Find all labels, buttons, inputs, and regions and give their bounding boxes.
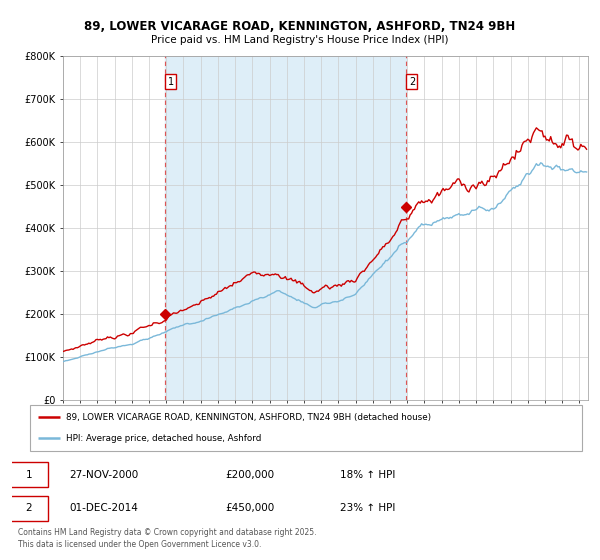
- Text: £450,000: £450,000: [225, 503, 274, 513]
- Bar: [164, 56, 406, 400]
- Text: 2: 2: [409, 77, 415, 87]
- Text: 27-NOV-2000: 27-NOV-2000: [70, 470, 139, 479]
- FancyBboxPatch shape: [9, 496, 48, 521]
- Text: 2: 2: [25, 503, 32, 513]
- Text: 1: 1: [25, 470, 32, 479]
- Text: Contains HM Land Registry data © Crown copyright and database right 2025.
This d: Contains HM Land Registry data © Crown c…: [18, 528, 317, 549]
- Text: 89, LOWER VICARAGE ROAD, KENNINGTON, ASHFORD, TN24 9BH (detached house): 89, LOWER VICARAGE ROAD, KENNINGTON, ASH…: [66, 413, 431, 422]
- Text: 1: 1: [167, 77, 173, 87]
- FancyBboxPatch shape: [9, 462, 48, 487]
- Text: Price paid vs. HM Land Registry's House Price Index (HPI): Price paid vs. HM Land Registry's House …: [151, 35, 449, 45]
- Text: HPI: Average price, detached house, Ashford: HPI: Average price, detached house, Ashf…: [66, 434, 261, 443]
- Text: 18% ↑ HPI: 18% ↑ HPI: [340, 470, 395, 479]
- Text: 01-DEC-2014: 01-DEC-2014: [70, 503, 139, 513]
- Text: £200,000: £200,000: [225, 470, 274, 479]
- Text: 23% ↑ HPI: 23% ↑ HPI: [340, 503, 395, 513]
- Text: 89, LOWER VICARAGE ROAD, KENNINGTON, ASHFORD, TN24 9BH: 89, LOWER VICARAGE ROAD, KENNINGTON, ASH…: [85, 20, 515, 32]
